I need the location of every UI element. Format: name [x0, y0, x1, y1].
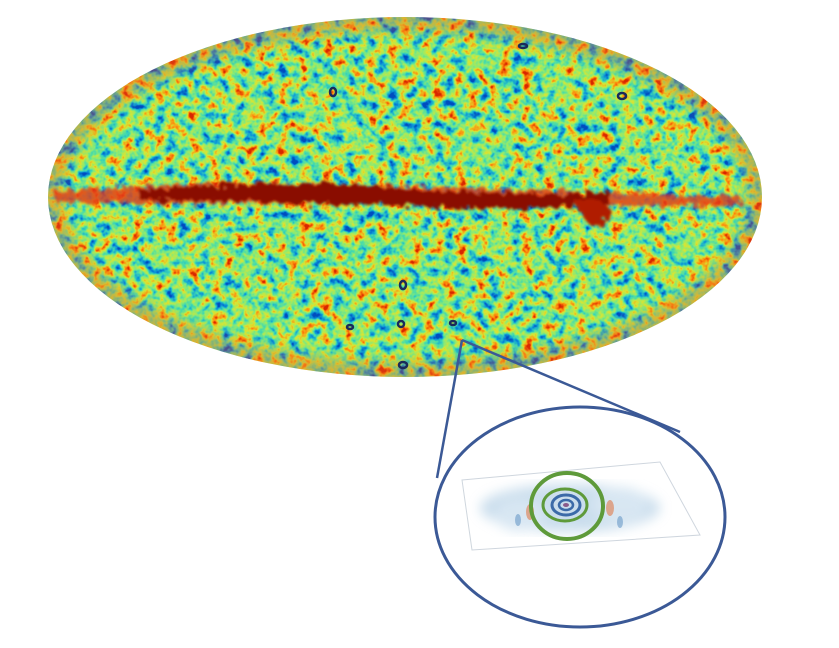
sky-map — [48, 17, 762, 377]
inset — [433, 405, 727, 629]
point-sources — [328, 42, 628, 370]
galactic-plane — [55, 183, 740, 227]
